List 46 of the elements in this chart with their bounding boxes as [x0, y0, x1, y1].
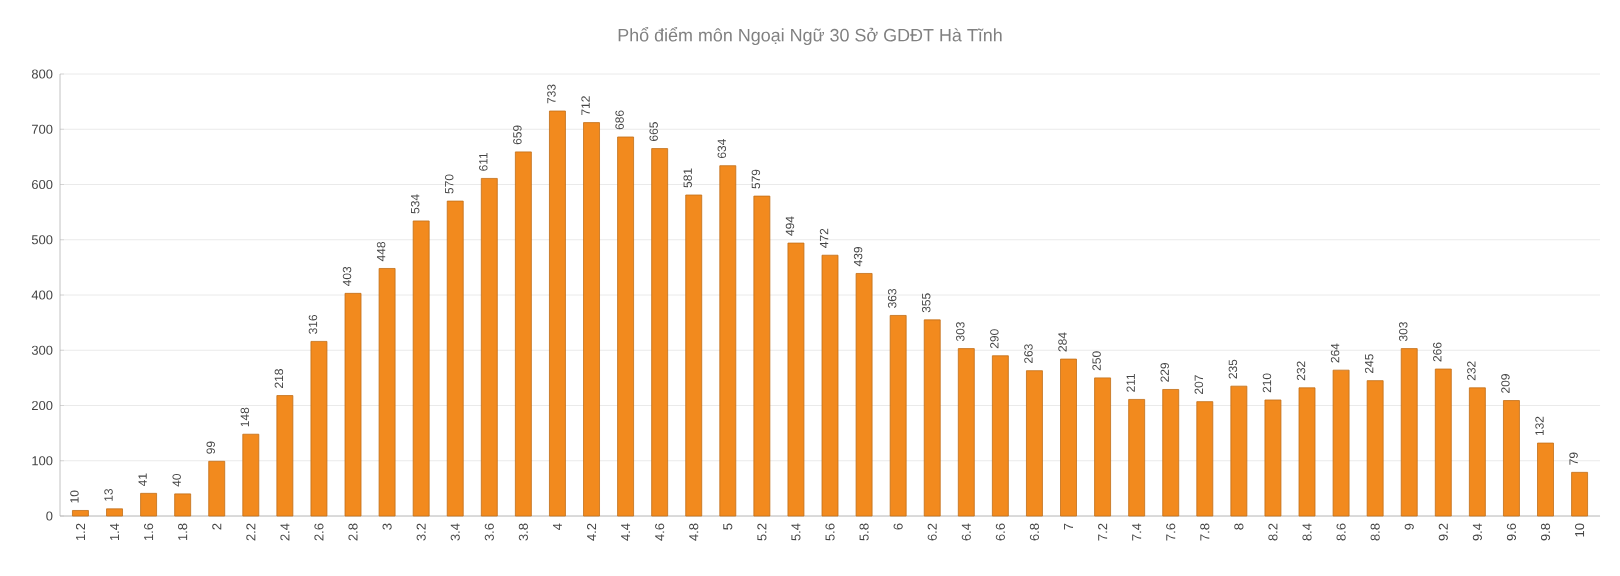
bar — [514, 151, 532, 517]
bar — [1537, 442, 1554, 517]
bar — [1196, 401, 1214, 517]
bar — [1230, 385, 1248, 517]
bar — [1503, 400, 1520, 517]
bar — [1264, 399, 1282, 517]
bar — [1468, 387, 1486, 517]
bar — [174, 493, 192, 517]
bar — [787, 242, 805, 517]
bar — [719, 165, 737, 517]
bar — [753, 195, 771, 517]
bar — [276, 395, 294, 517]
bar — [1128, 399, 1146, 517]
bar — [208, 460, 226, 517]
bar — [310, 341, 328, 517]
bar — [957, 348, 975, 517]
bar — [344, 292, 362, 517]
bar — [685, 194, 703, 517]
bar — [991, 355, 1009, 517]
chart-title: Phổ điểm môn Ngoại Ngữ 30 Sở GDĐT Hà Tĩnh — [618, 26, 1002, 46]
bar — [1571, 471, 1588, 517]
bar — [855, 273, 873, 517]
bar — [651, 148, 669, 517]
bar — [1060, 358, 1077, 517]
bar — [1298, 387, 1316, 517]
bar — [412, 220, 430, 517]
bar — [106, 508, 123, 517]
bar — [583, 122, 600, 517]
bar — [1434, 368, 1452, 517]
bar — [923, 319, 941, 517]
bar — [821, 254, 839, 517]
bar — [242, 433, 260, 517]
bar — [446, 200, 464, 517]
bar — [1162, 389, 1180, 517]
bar — [480, 178, 498, 517]
bar — [889, 315, 907, 517]
bar — [1366, 380, 1384, 517]
bar — [617, 136, 634, 517]
bar — [378, 268, 396, 517]
bar — [1026, 370, 1043, 517]
bar — [140, 492, 157, 517]
bar — [1332, 369, 1350, 517]
bar — [1094, 377, 1111, 517]
bar — [72, 510, 89, 517]
bar — [1400, 348, 1418, 517]
bar — [549, 110, 566, 517]
